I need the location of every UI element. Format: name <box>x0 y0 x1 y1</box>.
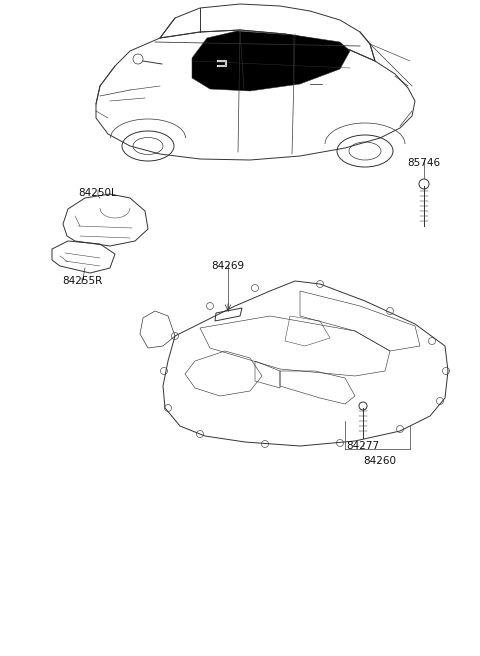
Text: 84260: 84260 <box>363 456 396 466</box>
Text: 84255R: 84255R <box>62 276 102 286</box>
Text: 84250L: 84250L <box>79 188 118 198</box>
Text: 84277: 84277 <box>347 441 380 451</box>
Text: 85746: 85746 <box>408 158 441 168</box>
Text: 84269: 84269 <box>211 261 245 271</box>
Polygon shape <box>192 31 350 91</box>
